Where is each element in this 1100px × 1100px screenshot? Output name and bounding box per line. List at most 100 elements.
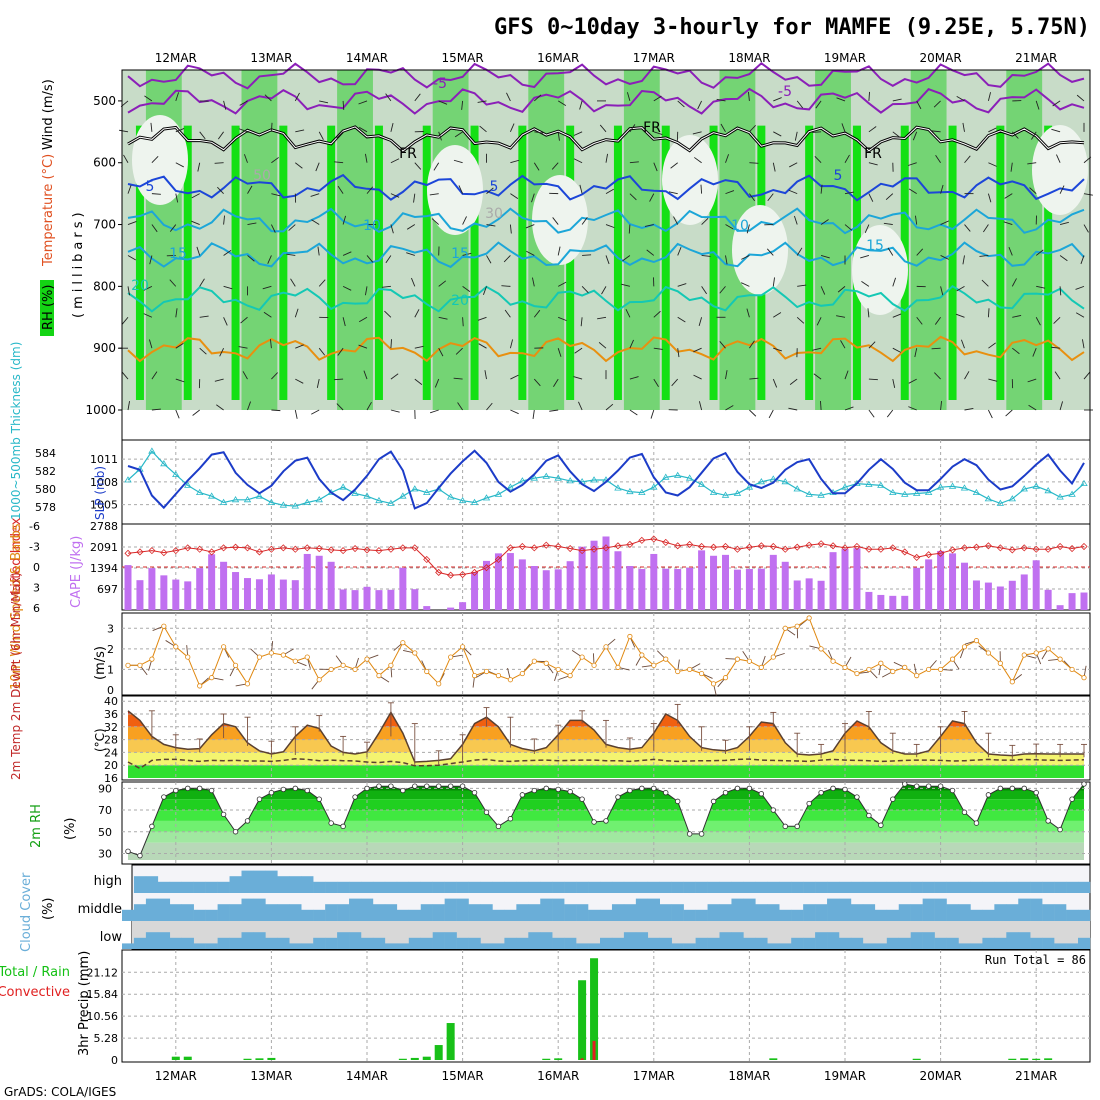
wind-barb xyxy=(1075,312,1085,318)
rh-marker xyxy=(220,811,227,818)
wind-marker xyxy=(531,658,537,664)
rh-marker xyxy=(125,848,131,855)
cloud-bar xyxy=(611,937,625,949)
cloud-bar xyxy=(1042,881,1055,893)
rh-shade-core xyxy=(709,125,718,401)
wind-barb xyxy=(573,376,583,380)
wind-barb xyxy=(411,277,416,287)
wind-barb xyxy=(311,409,320,415)
cloud-bar xyxy=(540,881,553,893)
wind-barb xyxy=(406,224,416,230)
cloud-bar xyxy=(850,937,864,949)
wind-barb xyxy=(912,131,918,141)
li-marker xyxy=(781,545,789,553)
wind-barb xyxy=(1083,224,1089,233)
slp-axes: 584 582 580 578 1011 1008 1005 xyxy=(35,447,118,514)
thickness-marker xyxy=(960,484,969,491)
li-marker xyxy=(208,548,216,556)
thickness-marker xyxy=(638,488,646,496)
wind-barb xyxy=(457,402,463,411)
wind-barb xyxy=(414,378,423,385)
thickness-marker xyxy=(399,492,407,499)
rh-marker xyxy=(555,786,561,793)
wind-barb xyxy=(175,128,185,133)
wind-barb xyxy=(175,193,179,203)
wind-barb xyxy=(414,93,421,102)
rh-shade-core xyxy=(518,125,527,401)
wind-barb xyxy=(844,370,849,380)
cloud-bar xyxy=(325,881,338,893)
thickness-marker xyxy=(351,489,359,496)
cape-bar xyxy=(208,554,216,610)
cape-bar xyxy=(1008,580,1016,610)
cape-bar xyxy=(506,553,514,610)
wind-barb xyxy=(533,378,541,387)
rh-shade-column xyxy=(1018,70,1031,410)
cloud-bar xyxy=(1078,881,1091,893)
li-marker xyxy=(339,547,347,555)
rh-marker xyxy=(806,800,812,807)
rh-marker xyxy=(328,820,334,826)
rh-shade-column xyxy=(1006,70,1019,410)
cape-bar xyxy=(423,606,431,610)
cloud-bar xyxy=(122,909,135,921)
temperature-contour xyxy=(127,87,1085,115)
cloud-bar xyxy=(850,881,864,893)
cloud-bar xyxy=(492,943,505,949)
wind-barb xyxy=(740,282,750,287)
cloud-bar xyxy=(504,909,517,921)
temperature-contour xyxy=(127,173,1085,202)
li-marker xyxy=(506,544,514,552)
li-marker xyxy=(793,543,801,551)
cloud-bar xyxy=(313,909,326,921)
wind-barb xyxy=(506,92,511,102)
wind-barb xyxy=(290,278,296,287)
cloud-bar xyxy=(659,904,672,921)
li-marker xyxy=(889,544,897,552)
rh-shade-column xyxy=(444,70,458,410)
cloud-bar xyxy=(898,881,911,893)
wind-marker xyxy=(519,670,525,677)
wind-marker xyxy=(926,666,932,673)
wind-barb xyxy=(477,100,487,103)
date-label-bottom: 12MAR xyxy=(155,1069,197,1083)
thickness-marker xyxy=(590,476,598,483)
cape-bar xyxy=(745,569,753,610)
cape-bar xyxy=(996,586,1004,610)
cloud-bar xyxy=(1054,881,1067,893)
cloud-bar xyxy=(361,898,374,921)
rh-shade-column xyxy=(337,70,350,410)
wind-marker xyxy=(782,625,788,631)
cloud-bar xyxy=(492,881,505,893)
rh-marker xyxy=(268,789,275,796)
cloud-bar xyxy=(540,932,553,949)
li-marker xyxy=(255,548,264,556)
rh-unit: (%) xyxy=(63,818,78,841)
cloud-bar xyxy=(205,909,218,921)
cape-bar xyxy=(160,575,168,610)
wind-marker xyxy=(770,654,776,660)
cloud-bar xyxy=(815,904,828,921)
wind-marker xyxy=(591,662,597,668)
date-label-top: 12MAR xyxy=(155,51,197,65)
li-marker xyxy=(494,555,503,564)
cloud-bar xyxy=(552,937,565,949)
li-marker xyxy=(674,542,682,550)
cloud-bar xyxy=(444,932,457,949)
pressure-axis: 500 600 700 800 900 1000 xyxy=(85,94,122,417)
wind-barb xyxy=(836,97,846,102)
li-tick-label: 0 xyxy=(33,561,40,574)
wind-marker xyxy=(603,644,609,650)
wind-marker xyxy=(448,654,454,660)
li-marker xyxy=(913,553,921,561)
rh-marker xyxy=(651,785,657,792)
li-marker xyxy=(470,568,479,577)
wind-barb xyxy=(860,255,870,259)
cloud-bar xyxy=(695,937,708,949)
wind-barb xyxy=(693,347,702,353)
cloud-bar xyxy=(910,932,923,949)
wind-barb xyxy=(836,315,846,318)
cape-bar xyxy=(984,582,992,610)
cape-bar xyxy=(1044,589,1052,610)
wind-barb xyxy=(247,401,252,411)
